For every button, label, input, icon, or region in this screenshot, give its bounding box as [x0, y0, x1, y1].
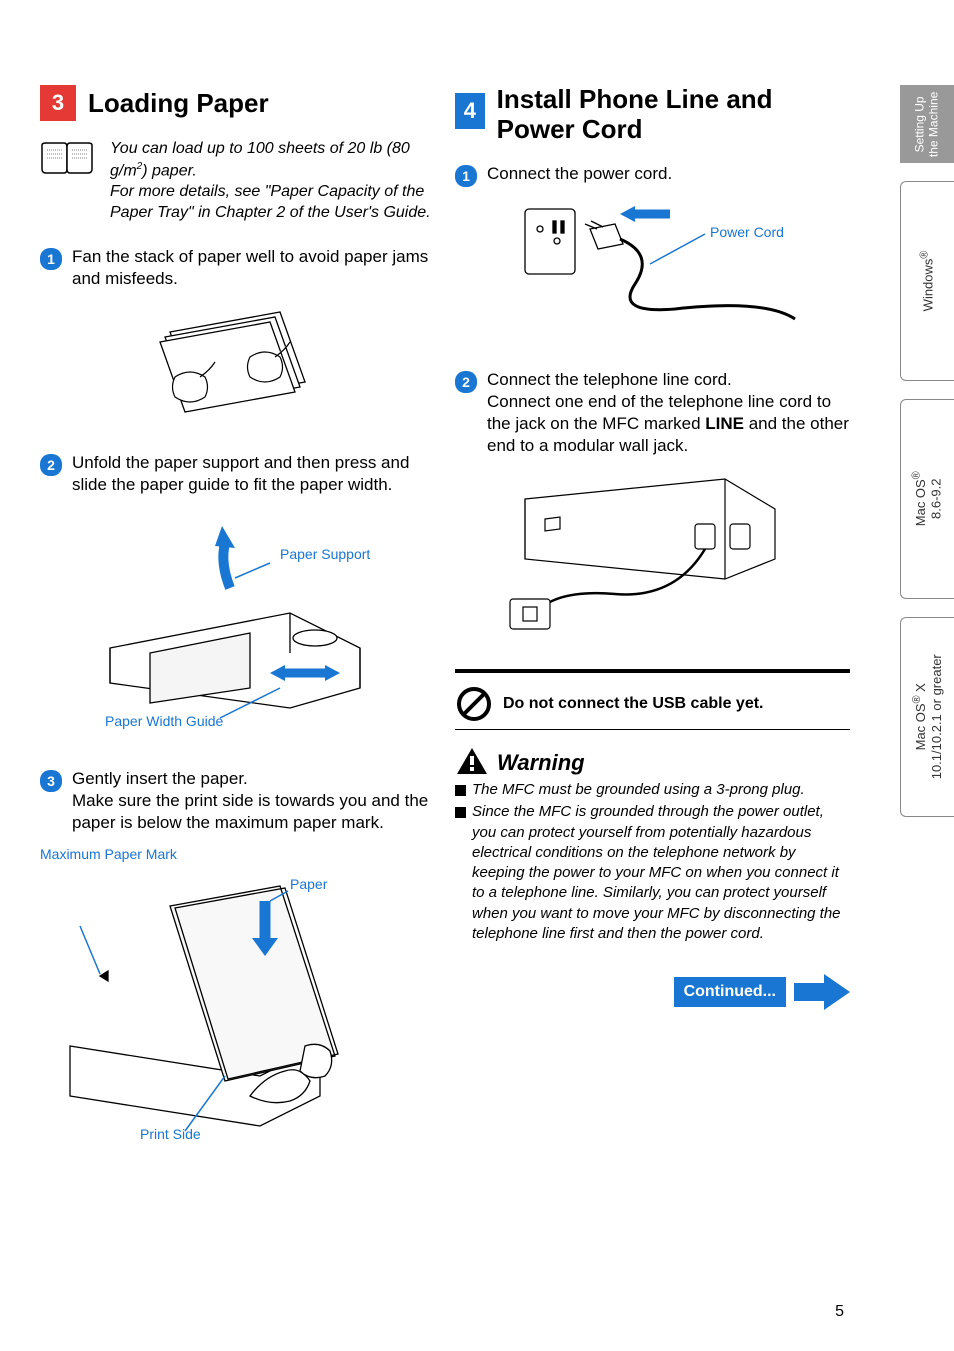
figure-power-cord: Power Cord — [515, 199, 850, 339]
section-4-header: 4 Install Phone Line and Power Cord — [455, 85, 850, 145]
continued-row: Continued... — [455, 974, 850, 1010]
fig2-label-guide: Paper Width Guide — [105, 713, 223, 729]
arrow-right-icon — [794, 974, 850, 1010]
step-3-badge: 3 — [40, 770, 62, 792]
prohibit-text: Do not connect the USB cable yet. — [503, 695, 763, 713]
step-3-row: 3 Gently insert the paper. Make sure the… — [40, 768, 435, 834]
r-step-1-text: Connect the power cord. — [487, 163, 672, 185]
fig2-label-support: Paper Support — [280, 546, 370, 562]
book-icon — [40, 139, 100, 180]
continued-text: Continued... — [674, 977, 786, 1007]
tab-windows[interactable]: Windows® — [900, 181, 954, 381]
bullet-square-icon — [455, 785, 466, 796]
r-step-1-row: 1 Connect the power cord. — [455, 163, 850, 187]
warn-bullet-1: The MFC must be grounded using a 3-prong… — [455, 780, 850, 800]
section-4-title: Install Phone Line and Power Cord — [497, 85, 850, 145]
figure-phone-line — [495, 469, 850, 639]
r-step-1-badge: 1 — [455, 165, 477, 187]
step-2-row: 2 Unfold the paper support and then pres… — [40, 452, 435, 496]
bullet-square-icon — [455, 807, 466, 818]
step-1-row: 1 Fan the stack of paper well to avoid p… — [40, 246, 435, 290]
page-content: 3 Loading Paper You can load up to 100 s… — [0, 0, 954, 1246]
fig3-label-paper: Paper — [290, 876, 327, 892]
r-step-2b-bold: LINE — [705, 414, 744, 433]
note-text: You can load up to 100 sheets of 20 lb (… — [110, 139, 435, 224]
tab-macos-classic[interactable]: Mac OS®8.6-9.2 — [900, 399, 954, 599]
left-column: 3 Loading Paper You can load up to 100 s… — [40, 85, 435, 1206]
step-2-badge: 2 — [40, 454, 62, 476]
warn-2-text: Since the MFC is grounded through the po… — [472, 802, 850, 944]
tab-macos-x-label: Mac OS® X10.1/10.2.1 or greater — [911, 654, 945, 779]
fig3-label-printside: Print Side — [140, 1126, 201, 1142]
divider-thin — [455, 729, 850, 730]
r-step-2-row: 2 Connect the telephone line cord. Conne… — [455, 369, 850, 457]
figure-paper-guide: Paper Support Paper Width Guide — [70, 508, 435, 738]
section-3-title: Loading Paper — [88, 88, 269, 119]
figure-fan-paper — [130, 302, 435, 422]
step-1-text: Fan the stack of paper well to avoid pap… — [72, 246, 435, 290]
prohibit-icon — [455, 685, 493, 723]
note-line-2-post: ) paper. — [142, 162, 197, 179]
warn-1-text: The MFC must be grounded using a 3-prong… — [472, 780, 805, 800]
warn-bullet-2: Since the MFC is grounded through the po… — [455, 802, 850, 944]
step-3-line-1: Gently insert the paper. — [72, 769, 248, 788]
tab-setting-up[interactable]: Setting Upthe Machine — [900, 85, 954, 163]
tab-macos-x[interactable]: Mac OS® X10.1/10.2.1 or greater — [900, 617, 954, 817]
side-tabs: Setting Upthe Machine Windows® Mac OS®8.… — [900, 85, 954, 835]
warning-icon — [455, 746, 489, 776]
step-2-text: Unfold the paper support and then press … — [72, 452, 435, 496]
right-column: 4 Install Phone Line and Power Cord 1 Co… — [455, 85, 850, 1206]
tab-windows-label: Windows® — [919, 251, 937, 312]
fig-power-label: Power Cord — [710, 224, 784, 240]
figure-insert-paper: Maximum Paper Mark Paper Print Side — [40, 846, 435, 1176]
divider-heavy — [455, 669, 850, 673]
note-line-3: For more details, see "Paper Capacity of… — [110, 183, 431, 221]
section-3-number: 3 — [40, 85, 76, 121]
page-number: 5 — [835, 1303, 844, 1321]
note-block: You can load up to 100 sheets of 20 lb (… — [40, 139, 435, 224]
tab-macos-classic-label: Mac OS®8.6-9.2 — [911, 472, 945, 527]
fig3-label-max: Maximum Paper Mark — [40, 846, 177, 862]
r-step-2-badge: 2 — [455, 371, 477, 393]
section-3-header: 3 Loading Paper — [40, 85, 435, 121]
r-step-2a: Connect the telephone line cord. — [487, 370, 732, 389]
step-3-line-2: Make sure the print side is towards you … — [72, 791, 428, 832]
note-line-1: You can load up to 100 sheets of 20 lb — [110, 140, 382, 157]
section-4-number: 4 — [455, 93, 485, 129]
tab-setting-up-label: Setting Upthe Machine — [913, 91, 942, 156]
prohibit-row: Do not connect the USB cable yet. — [455, 685, 850, 723]
warning-header: Warning — [455, 746, 850, 776]
r-step-2-text: Connect the telephone line cord. Connect… — [487, 369, 850, 457]
step-3-text: Gently insert the paper. Make sure the p… — [72, 768, 435, 834]
step-1-badge: 1 — [40, 248, 62, 270]
warning-title: Warning — [497, 750, 585, 776]
